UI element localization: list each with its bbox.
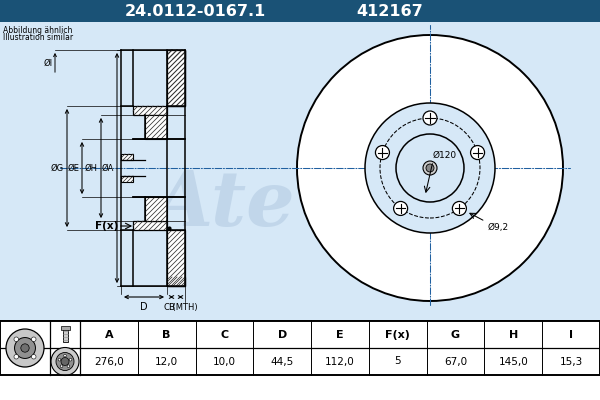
Circle shape (365, 103, 495, 233)
Circle shape (6, 329, 44, 367)
Text: Ø120: Ø120 (433, 151, 457, 160)
Text: I: I (569, 330, 573, 340)
Text: G: G (451, 330, 460, 340)
Bar (61, 326, 70, 330)
Text: A: A (104, 330, 113, 340)
Text: 10,0: 10,0 (213, 356, 236, 366)
Bar (0, 321, 600, 375)
Text: 112,0: 112,0 (325, 356, 355, 366)
Circle shape (14, 354, 19, 359)
Circle shape (61, 358, 69, 366)
Text: E: E (336, 330, 344, 340)
Circle shape (60, 365, 63, 368)
Bar (0, 22, 600, 320)
Circle shape (67, 365, 70, 368)
Bar (167, 230, 185, 286)
Text: 412167: 412167 (356, 4, 424, 18)
Text: 12,0: 12,0 (155, 356, 178, 366)
Bar (167, 277, 185, 286)
Bar (121, 154, 133, 160)
Text: F(x): F(x) (95, 221, 118, 231)
Circle shape (394, 202, 407, 216)
Bar (133, 221, 167, 230)
Bar (121, 176, 133, 182)
Text: ØI: ØI (44, 58, 53, 68)
Text: D: D (278, 330, 287, 340)
Circle shape (14, 338, 35, 358)
Text: C: C (220, 330, 229, 340)
Text: Ate: Ate (154, 168, 296, 242)
Bar (133, 106, 167, 115)
Text: Illustration similar: Illustration similar (3, 33, 73, 42)
Text: Abbildung ähnlich: Abbildung ähnlich (3, 26, 73, 35)
Text: 44,5: 44,5 (271, 356, 294, 366)
Text: ØH: ØH (85, 164, 98, 172)
Circle shape (56, 352, 74, 370)
Circle shape (470, 146, 485, 160)
Circle shape (31, 354, 36, 359)
Bar (145, 197, 167, 221)
Text: 276,0: 276,0 (94, 356, 124, 366)
Text: H: H (509, 330, 518, 340)
Text: C (MTH): C (MTH) (164, 303, 197, 312)
Text: B: B (163, 330, 171, 340)
Text: 145,0: 145,0 (499, 356, 528, 366)
Text: B: B (169, 303, 175, 312)
Circle shape (31, 337, 36, 342)
Text: ØE: ØE (67, 164, 79, 172)
Text: ØA: ØA (101, 164, 114, 172)
Bar (167, 50, 185, 59)
Bar (167, 50, 185, 106)
Text: ØG: ØG (51, 164, 64, 172)
Text: 5: 5 (394, 356, 401, 366)
Bar (167, 50, 185, 106)
Circle shape (297, 35, 563, 301)
Circle shape (51, 348, 79, 376)
Text: 24.0112-0167.1: 24.0112-0167.1 (124, 4, 266, 18)
Circle shape (426, 164, 434, 172)
Bar (62, 328, 67, 342)
Bar (145, 115, 167, 139)
Circle shape (69, 358, 72, 361)
Circle shape (58, 358, 61, 361)
Circle shape (21, 344, 29, 352)
Text: 15,3: 15,3 (559, 356, 583, 366)
Text: Ø9,2: Ø9,2 (487, 224, 509, 232)
Text: D: D (140, 302, 148, 312)
Circle shape (423, 161, 437, 175)
Bar (0, 321, 600, 375)
Circle shape (64, 354, 66, 357)
Text: 67,0: 67,0 (444, 356, 467, 366)
Circle shape (423, 111, 437, 125)
Circle shape (376, 146, 389, 160)
Circle shape (452, 202, 466, 216)
Circle shape (396, 134, 464, 202)
Bar (0, 0, 600, 22)
Circle shape (14, 337, 19, 342)
Text: F(x): F(x) (385, 330, 410, 340)
